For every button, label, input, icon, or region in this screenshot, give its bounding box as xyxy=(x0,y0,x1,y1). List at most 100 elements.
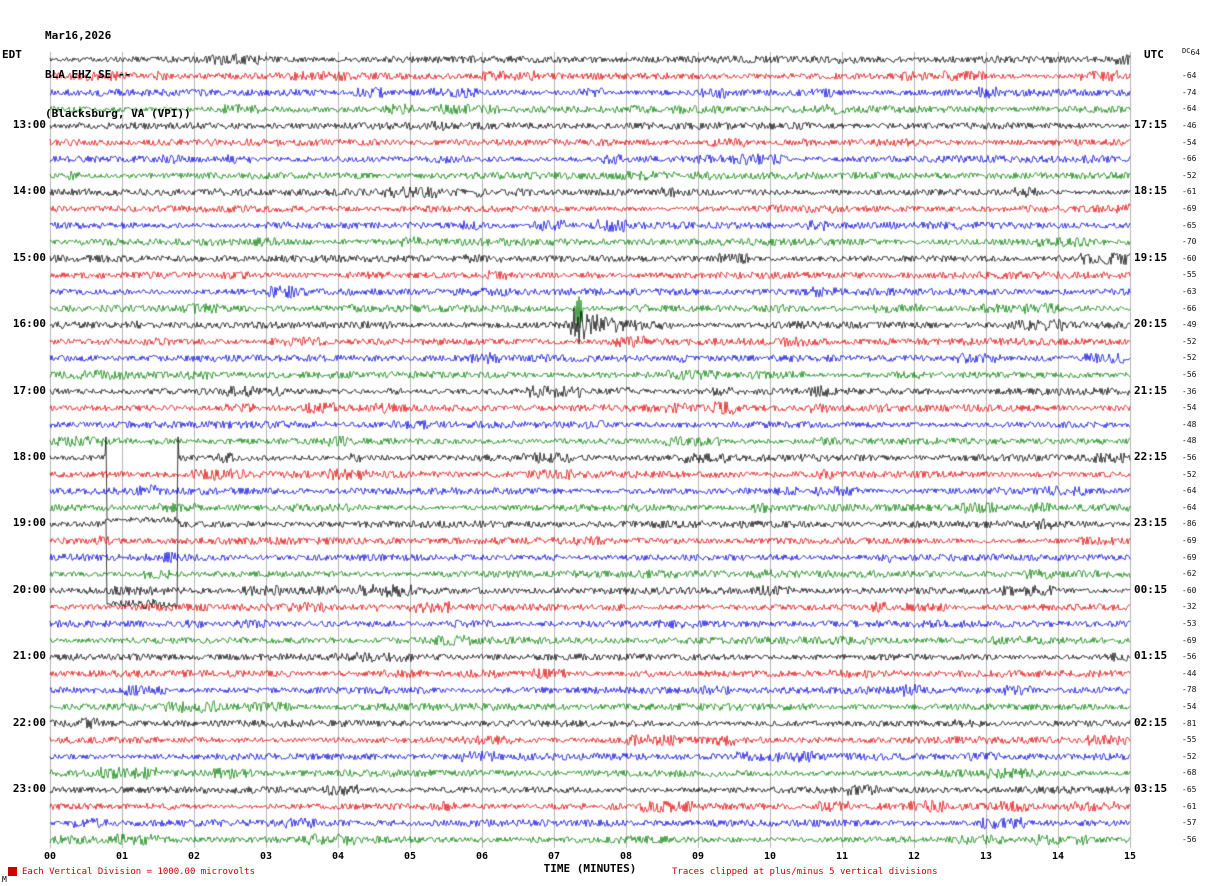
dc-offset-value: -48 xyxy=(1182,419,1197,429)
dc-offset-value: -54 xyxy=(1182,701,1197,711)
hour-label-left: 20:00 xyxy=(12,582,46,596)
dc-offset-value: -53 xyxy=(1182,618,1197,628)
dc-offset-value: -57 xyxy=(1182,818,1197,828)
dc-offset-value: -46 xyxy=(1182,120,1197,130)
dc-offset-value: -52 xyxy=(1182,469,1197,479)
minute-tick-label: 10 xyxy=(763,851,777,862)
dc-offset-value: -52 xyxy=(1182,353,1197,363)
minute-tick-label: 01 xyxy=(115,851,129,862)
dc-offset-value: -61 xyxy=(1182,187,1197,197)
hour-label-right: 19:15 xyxy=(1134,250,1168,264)
plot-header: Mar16,2026 BLA EHZ SE -- (Blacksburg, VA… xyxy=(45,3,191,146)
dc-offset-value: -54 xyxy=(1182,403,1197,413)
watermark-m: M xyxy=(2,875,7,884)
hour-label-right: 17:15 xyxy=(1134,117,1168,131)
dc-offset-value: -64 xyxy=(1182,71,1197,81)
logo-square xyxy=(8,867,17,876)
dc-offset-value: -55 xyxy=(1182,735,1197,745)
dc-offset-value: -66 xyxy=(1182,154,1197,164)
minute-tick-label: 13 xyxy=(979,851,993,862)
minute-tick-label: 03 xyxy=(259,851,273,862)
x-axis-title: TIME (MINUTES) xyxy=(543,862,637,875)
dc-offset-value: -61 xyxy=(1182,801,1197,811)
dc-offset-value: -69 xyxy=(1182,552,1197,562)
dc-offset-value: -52 xyxy=(1182,751,1197,761)
hour-label-left: 17:00 xyxy=(12,383,46,397)
hour-label-left: 23:00 xyxy=(12,781,46,795)
dc-offset-value: -55 xyxy=(1182,270,1197,280)
hour-label-right: 22:15 xyxy=(1134,449,1168,463)
header-station: BLA EHZ SE -- xyxy=(45,68,132,81)
dc-offset-value: -52 xyxy=(1182,336,1197,346)
minute-tick-label: 14 xyxy=(1051,851,1065,862)
dc-offset-value: -63 xyxy=(1182,286,1197,296)
header-location: (Blacksburg, VA (VPI)) xyxy=(45,107,191,120)
minute-tick-label: 04 xyxy=(331,851,345,862)
dc-offset-value: -60 xyxy=(1182,585,1197,595)
dc-offset-number: 64 xyxy=(1190,47,1201,57)
dc-offset-value: -68 xyxy=(1182,768,1197,778)
dc-offset-value: -56 xyxy=(1182,452,1197,462)
hour-label-left: 15:00 xyxy=(12,250,46,264)
hour-label-right: 21:15 xyxy=(1134,383,1168,397)
dc-offset-value: -69 xyxy=(1182,635,1197,645)
scale-note: Each Vertical Division = 1000.00 microvo… xyxy=(22,867,255,877)
hour-label-left: 22:00 xyxy=(12,715,46,729)
hour-label-left: 14:00 xyxy=(12,184,46,198)
dc-offset-value: -52 xyxy=(1182,170,1197,180)
dc-offset-value: -86 xyxy=(1182,519,1197,529)
minute-tick-label: 08 xyxy=(619,851,633,862)
dc-offset-value: -78 xyxy=(1182,685,1197,695)
hour-label-left: 21:00 xyxy=(12,649,46,663)
dc-offset-value: -74 xyxy=(1182,87,1197,97)
minute-tick-label: 05 xyxy=(403,851,417,862)
hour-label-left: 18:00 xyxy=(12,449,46,463)
dc-offset-value: -36 xyxy=(1182,386,1197,396)
dc-offset-value: -56 xyxy=(1182,652,1197,662)
dc-offset-value: -49 xyxy=(1182,320,1197,330)
minute-tick-label: 09 xyxy=(691,851,705,862)
dc-offset-value: -65 xyxy=(1182,784,1197,794)
dc-offset-value: -69 xyxy=(1182,535,1197,545)
minute-tick-label: 11 xyxy=(835,851,849,862)
hour-label-right: 18:15 xyxy=(1134,184,1168,198)
hour-label-right: 03:15 xyxy=(1134,781,1168,795)
hour-label-left: 19:00 xyxy=(12,516,46,530)
dc-offset-value: -32 xyxy=(1182,602,1197,612)
dc-offset-value: -69 xyxy=(1182,203,1197,213)
header-date: Mar16,2026 xyxy=(45,29,112,42)
hour-label-left: 16:00 xyxy=(12,317,46,331)
dc-offset-value: -54 xyxy=(1182,137,1197,147)
minute-tick-label: 15 xyxy=(1123,851,1137,862)
dc-offset-value: -56 xyxy=(1182,834,1197,844)
minute-tick-label: 00 xyxy=(43,851,57,862)
hour-label-right: 01:15 xyxy=(1134,649,1168,663)
hour-label-right: 02:15 xyxy=(1134,715,1168,729)
dc-offset-value: -44 xyxy=(1182,668,1197,678)
dc-offset-value: -64 xyxy=(1182,486,1197,496)
minute-tick-label: 06 xyxy=(475,851,489,862)
dc-offset-value: DC64 xyxy=(1182,47,1200,57)
dc-offset-value: -81 xyxy=(1182,718,1197,728)
hour-label-right: 23:15 xyxy=(1134,516,1168,530)
minute-tick-label: 02 xyxy=(187,851,201,862)
right-timezone-label: UTC xyxy=(1144,48,1164,61)
dc-offset-value: -65 xyxy=(1182,220,1197,230)
minute-tick-label: 07 xyxy=(547,851,561,862)
left-timezone-label: EDT xyxy=(2,48,22,61)
clip-note: Traces clipped at plus/minus 5 vertical … xyxy=(672,867,938,877)
dc-offset-value: -70 xyxy=(1182,237,1197,247)
dc-offset-value: -64 xyxy=(1182,104,1197,114)
hour-label-right: 20:15 xyxy=(1134,317,1168,331)
dc-offset-value: -48 xyxy=(1182,436,1197,446)
dc-offset-value: -64 xyxy=(1182,502,1197,512)
minute-tick-label: 12 xyxy=(907,851,921,862)
hour-label-left: 13:00 xyxy=(12,117,46,131)
dc-offset-value: -60 xyxy=(1182,253,1197,263)
dc-offset-value: -66 xyxy=(1182,303,1197,313)
dc-offset-value: -62 xyxy=(1182,569,1197,579)
hour-label-right: 00:15 xyxy=(1134,582,1168,596)
dc-offset-value: -56 xyxy=(1182,369,1197,379)
